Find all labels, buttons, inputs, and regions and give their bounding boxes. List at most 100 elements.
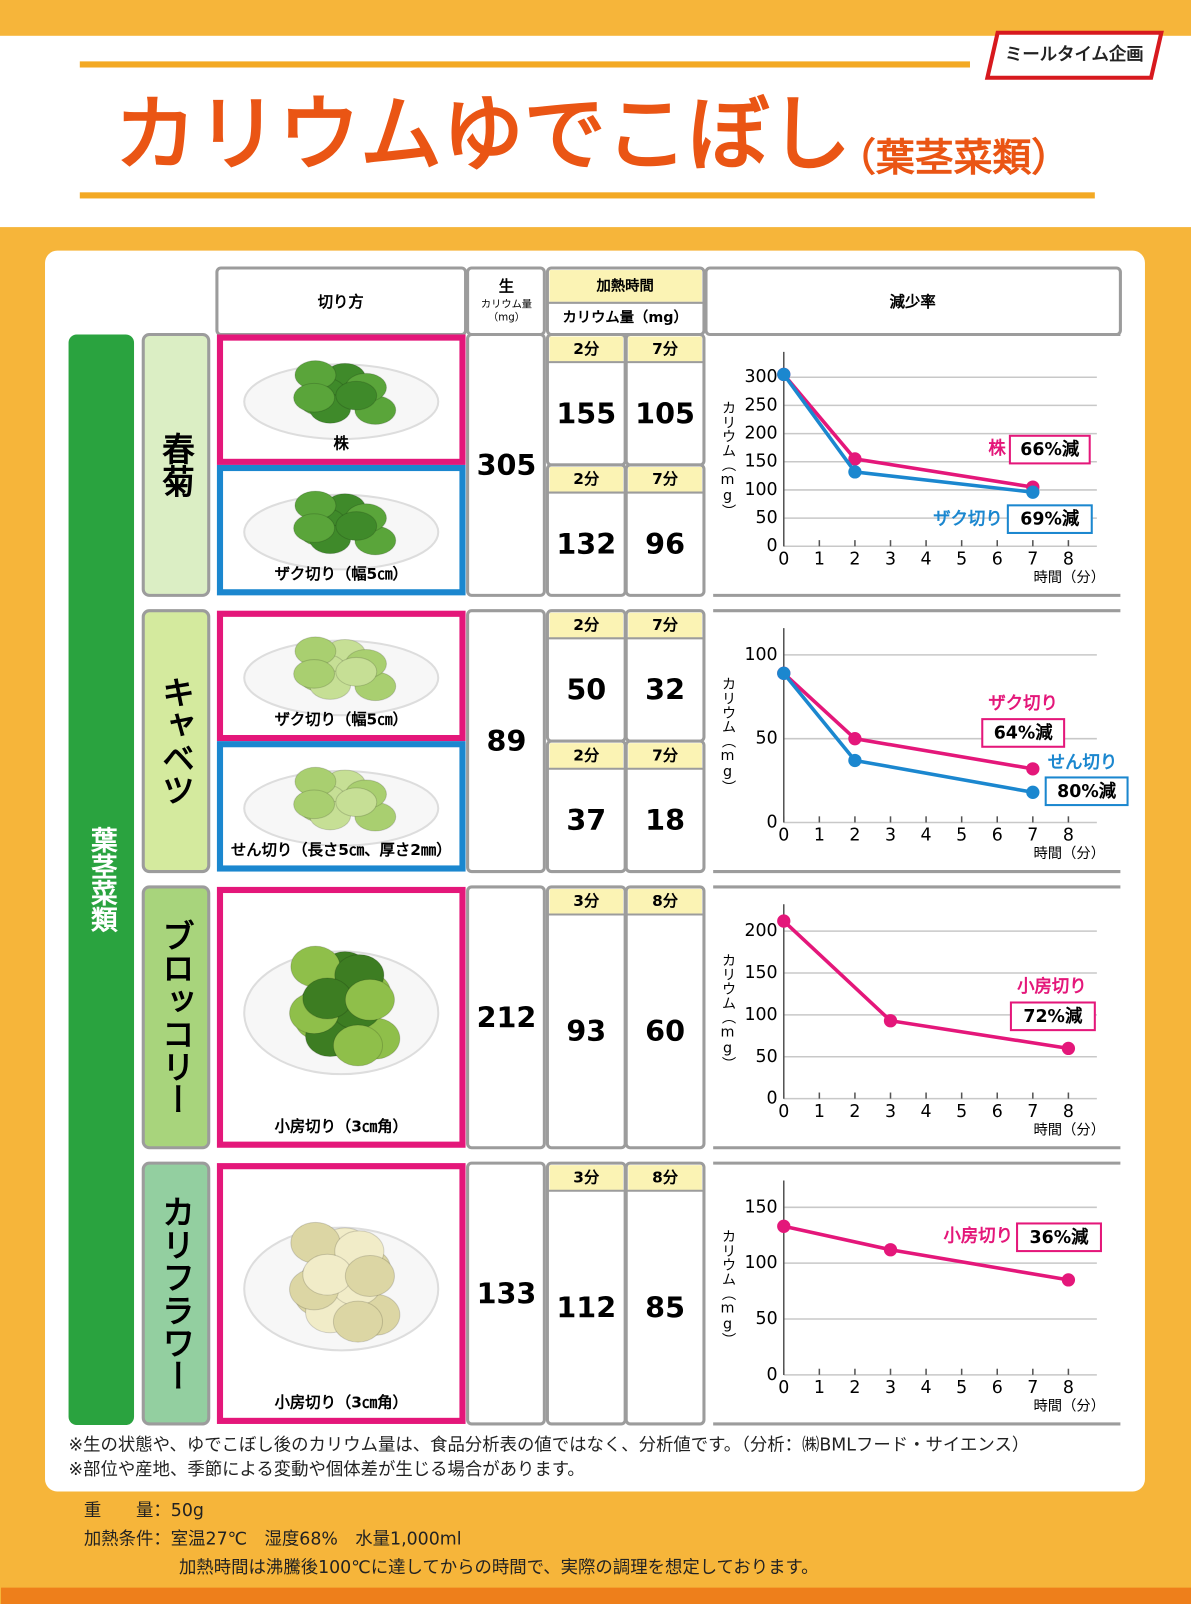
time-label: 3分 — [573, 1168, 600, 1186]
time-strip — [628, 612, 702, 639]
x-tick-label: 7 — [1027, 1378, 1038, 1398]
y-tick-label: 0 — [767, 1365, 778, 1385]
x-tick-label: 0 — [778, 1102, 789, 1122]
raw-cell — [466, 332, 546, 597]
heated-value: 105 — [635, 397, 695, 431]
series-label: 小房切り — [943, 1226, 1013, 1247]
y-tick-label: 200 — [744, 921, 777, 941]
data-point — [1061, 1273, 1076, 1287]
vegetable-piece — [344, 978, 395, 1021]
x-tick-label: 4 — [921, 550, 932, 570]
y-tick-label: 250 — [744, 395, 777, 415]
time-label: 2分 — [573, 470, 600, 488]
raw-cell — [466, 885, 546, 1150]
vegetable-name: キャベツ — [157, 676, 195, 807]
vegetable-piece — [344, 1255, 395, 1297]
x-tick-label: 4 — [921, 1102, 932, 1122]
vegetable-piece — [335, 380, 378, 411]
time-strip — [549, 336, 624, 363]
subtitle: （葉茎菜類） — [837, 136, 1070, 181]
time-cell — [624, 1161, 706, 1426]
x-tick-label: 8 — [1063, 1378, 1074, 1398]
x-tick-label: 1 — [814, 550, 825, 570]
y-tick-label: 50 — [756, 1047, 778, 1067]
x-tick-label: 7 — [1027, 550, 1038, 570]
y-tick-label: 100 — [744, 645, 777, 665]
annotation: 66%減 — [1020, 439, 1080, 460]
time-strip — [549, 612, 624, 639]
heated-value: 155 — [556, 397, 616, 431]
raw-value: 133 — [477, 1277, 537, 1311]
data-point — [1026, 762, 1040, 776]
x-tick-label: 7 — [1027, 826, 1038, 846]
time-strip — [628, 743, 702, 769]
time-label: 3分 — [573, 892, 600, 910]
x-tick-label: 0 — [778, 550, 789, 570]
heated-value: 60 — [645, 1014, 685, 1048]
x-tick-label: 1 — [814, 1102, 825, 1122]
heated-value: 85 — [645, 1290, 685, 1324]
series-label: ザク切り — [988, 694, 1058, 714]
heated-value: 112 — [556, 1290, 616, 1324]
y-axis-label: カリウム（mg） — [719, 1229, 735, 1347]
cut-label: ザク切り（幅5㎝） — [275, 565, 408, 583]
time-label: 2分 — [573, 616, 600, 634]
vegetable-name: 春菊 — [157, 432, 195, 498]
data-point — [848, 753, 862, 768]
data-point — [1061, 1041, 1076, 1056]
y-tick-label: 100 — [744, 1253, 777, 1273]
heated-value: 18 — [645, 803, 685, 837]
data-point — [848, 452, 862, 466]
y-tick-label: 50 — [756, 729, 778, 749]
series-label: 株 — [988, 438, 1006, 459]
condition: 加熱時間は沸騰後100℃に達してからの時間で、実際の調理を想定しております。 — [179, 1558, 819, 1578]
note: ※生の状態や、ゆでこぼし後のカリウム量は、食品分析表の値ではなく、分析値です。（… — [69, 1435, 1030, 1455]
data-point — [883, 1014, 898, 1028]
data-point — [1026, 785, 1040, 799]
x-tick-label: 2 — [849, 1102, 860, 1122]
title: カリウムゆでこぼし — [115, 88, 852, 183]
x-tick-label: 0 — [778, 1378, 789, 1398]
time-strip — [628, 1165, 702, 1191]
data-point — [848, 465, 862, 479]
vegetable-piece — [293, 382, 336, 413]
vegetable-piece — [335, 656, 378, 687]
time-label: 2分 — [573, 746, 600, 764]
y-tick-label: 150 — [744, 963, 777, 983]
x-tick-label: 6 — [992, 1102, 1003, 1122]
x-tick-label: 8 — [1063, 826, 1074, 846]
time-label: 2分 — [573, 340, 600, 358]
x-tick-label: 6 — [992, 550, 1003, 570]
x-axis-label: 時間（分） — [1033, 1398, 1105, 1415]
x-tick-label: 3 — [885, 826, 896, 846]
cut-label: 小房切り（3㎝角） — [275, 1117, 408, 1135]
group-bar — [68, 334, 135, 1425]
condition: 加熱条件：室温27℃ 湿度68% 水量1,000ml — [84, 1530, 462, 1550]
header-rule — [79, 61, 970, 68]
x-tick-label: 2 — [849, 550, 860, 570]
vegetable-piece — [332, 1024, 384, 1067]
x-tick-label: 2 — [849, 826, 860, 846]
x-tick-label: 6 — [992, 826, 1003, 846]
raw-cell — [466, 1161, 546, 1426]
data-point — [777, 914, 791, 928]
y-axis-label: カリウム（mg） — [719, 400, 735, 518]
y-tick-label: 150 — [744, 1197, 777, 1217]
footer-stripe — [1, 1587, 1191, 1604]
x-tick-label: 4 — [921, 826, 932, 846]
x-tick-label: 2 — [849, 1378, 860, 1398]
x-axis-label: 時間（分） — [1033, 1121, 1105, 1138]
y-tick-label: 50 — [756, 1309, 778, 1329]
y-axis-label: カリウム（mg） — [719, 677, 735, 795]
annotation-box — [1008, 434, 1091, 465]
heated-value: 37 — [566, 803, 606, 837]
heated-value: 50 — [566, 673, 606, 707]
y-tick-label: 300 — [744, 367, 777, 387]
annotation: 80%減 — [1057, 781, 1117, 802]
vegetable-piece — [293, 513, 336, 543]
cut-label: ザク切り（幅5㎝） — [275, 711, 408, 729]
column-header: 減少率 — [890, 293, 936, 311]
annotation-box — [1009, 1001, 1096, 1032]
time-label: 7分 — [652, 616, 679, 634]
